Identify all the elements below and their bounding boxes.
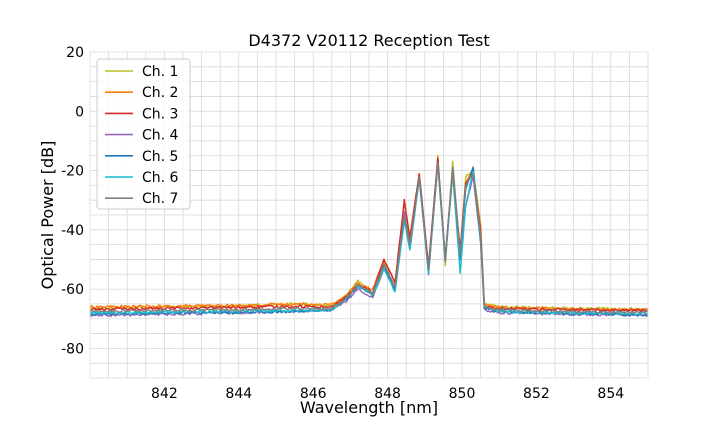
series-line-4 <box>89 161 649 318</box>
plot-frame <box>89 51 649 379</box>
legend-label: Ch. 5 <box>142 149 178 165</box>
x-tick-label: 852 <box>523 386 550 402</box>
legend-label: Ch. 4 <box>142 128 179 144</box>
legend-label: Ch. 2 <box>142 85 178 101</box>
x-tick-label: 850 <box>449 386 476 402</box>
series-line-7 <box>89 162 649 314</box>
y-tick-label: 20 <box>66 45 84 61</box>
x-tick-label: 842 <box>151 386 178 402</box>
series-layer <box>89 154 649 318</box>
legend-box <box>96 58 191 210</box>
y-tick-label: -40 <box>61 223 84 239</box>
legend-label: Ch. 6 <box>142 170 179 186</box>
tick-labels: 842 844 846 848 850 852 854 20 0 -20 -40 -60 -80 <box>61 45 624 402</box>
legend-label: Ch. 7 <box>142 191 178 207</box>
x-tick-label: 854 <box>597 386 624 402</box>
legend-label: Ch. 1 <box>142 64 178 80</box>
x-axis-label: Wavelength [nm] <box>300 398 438 417</box>
chart-title: D4372 V20112 Reception Test <box>248 31 489 50</box>
y-tick-label: -60 <box>61 282 84 298</box>
y-tick-label: -20 <box>61 164 84 180</box>
x-tick-label: 848 <box>374 386 401 402</box>
y-tick-label: -80 <box>61 341 84 357</box>
series-line-6 <box>89 163 648 316</box>
series-line-3 <box>89 157 649 313</box>
legend-label: Ch. 3 <box>142 106 178 122</box>
x-tick-label: 844 <box>225 386 252 402</box>
y-axis-label: Optical Power [dB] <box>38 141 57 290</box>
legend: Ch. 1 Ch. 2 Ch. 3 Ch. 4 Ch. 5 Ch. 6 Ch. 7 <box>96 58 191 210</box>
y-tick-label: 0 <box>75 104 84 120</box>
x-tick-label: 846 <box>300 386 327 402</box>
